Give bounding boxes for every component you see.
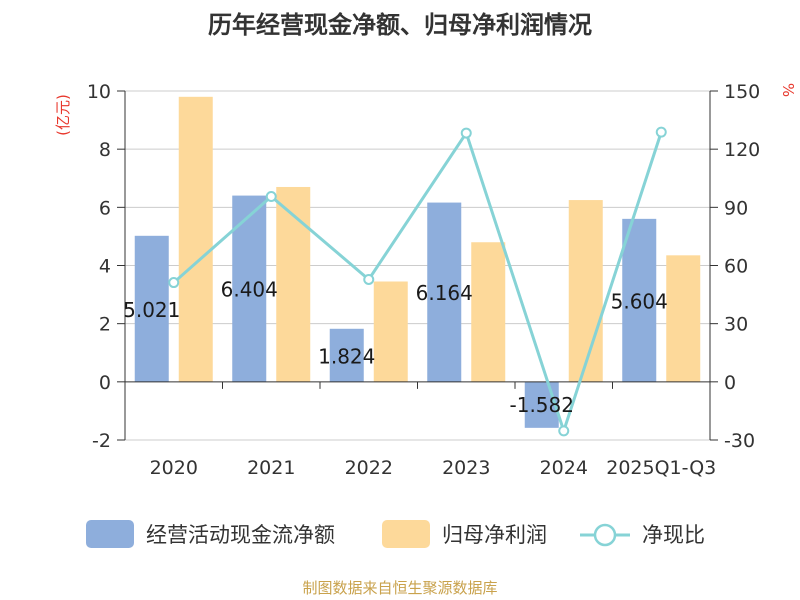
right-axis-unit: % <box>779 83 797 97</box>
legend-swatch-cashflow <box>86 520 134 548</box>
ratio-point <box>460 127 472 139</box>
right-tick-label: 90 <box>724 197 748 219</box>
left-tick-label: 4 <box>99 256 111 278</box>
bar-profit <box>568 200 603 382</box>
category-label: 2022 <box>345 457 393 479</box>
bar-value-label: 5.021 <box>123 298 180 322</box>
ratio-point <box>265 190 277 202</box>
ratio-point <box>655 126 667 138</box>
bar-profit <box>666 255 701 382</box>
bar-value-label: 6.164 <box>416 281 473 305</box>
left-tick-label: 8 <box>99 139 111 161</box>
bar-cashflow <box>622 218 657 382</box>
category-label: 2025Q1-Q3 <box>606 457 716 479</box>
bar-value-label: -1.582 <box>510 393 574 417</box>
ratio-point <box>168 277 180 289</box>
bar-profit <box>276 186 311 382</box>
bar-value-label: 6.404 <box>221 278 278 302</box>
right-tick-label: 150 <box>724 81 760 103</box>
bar-profit <box>178 96 213 382</box>
bar-cashflow <box>134 235 169 382</box>
legend-swatch-ratio-marker <box>593 523 617 547</box>
bar-profit <box>373 281 408 382</box>
category-label: 2021 <box>247 457 295 479</box>
left-tick-label: 0 <box>99 372 111 394</box>
right-tick-label: 120 <box>724 139 760 161</box>
legend-label-cashflow: 经营活动现金流净额 <box>146 523 335 547</box>
bar-value-label: 1.824 <box>318 344 375 368</box>
category-label: 2020 <box>150 457 198 479</box>
data-source: 制图数据来自恒生聚源数据库 <box>302 579 497 597</box>
bar-profit <box>471 242 506 382</box>
left-tick-label: 2 <box>99 314 111 336</box>
category-label: 2024 <box>540 457 588 479</box>
legend-swatch-profit <box>382 520 430 548</box>
ratio-point <box>558 425 570 437</box>
left-axis-unit: (亿元) <box>54 94 72 136</box>
right-tick-label: 0 <box>724 372 736 394</box>
bars <box>134 96 701 428</box>
legend: 经营活动现金流净额 归母净利润 净现比 <box>86 520 705 548</box>
axes: -2 0 2 4 6 8 10 -30 0 30 60 90 120 150 2020 2021 2022 202… <box>87 81 760 479</box>
category-label: 2023 <box>442 457 490 479</box>
bar-value-label: 5.604 <box>611 289 668 313</box>
ratio-point <box>363 273 375 285</box>
grid-lines <box>125 90 710 441</box>
left-tick-label: 10 <box>87 81 111 103</box>
ratio-line <box>168 126 667 437</box>
bar-cashflow <box>427 202 462 382</box>
right-tick-label: 60 <box>724 256 748 278</box>
legend-label-ratio: 净现比 <box>642 523 705 547</box>
chart-title: 历年经营现金净额、归母净利润情况 <box>208 11 592 39</box>
bar-cashflow <box>524 381 559 428</box>
right-tick-label: 30 <box>724 314 748 336</box>
bar-value-labels: 5.021 6.404 1.824 6.164 -1.582 5.604 <box>123 278 668 417</box>
left-tick-label: -2 <box>92 430 111 452</box>
left-tick-label: 6 <box>99 197 111 219</box>
right-tick-label: -30 <box>724 430 755 452</box>
legend-label-profit: 归母净利润 <box>442 523 547 547</box>
bar-cashflow <box>329 328 364 382</box>
ratio-series-line <box>172 129 663 436</box>
